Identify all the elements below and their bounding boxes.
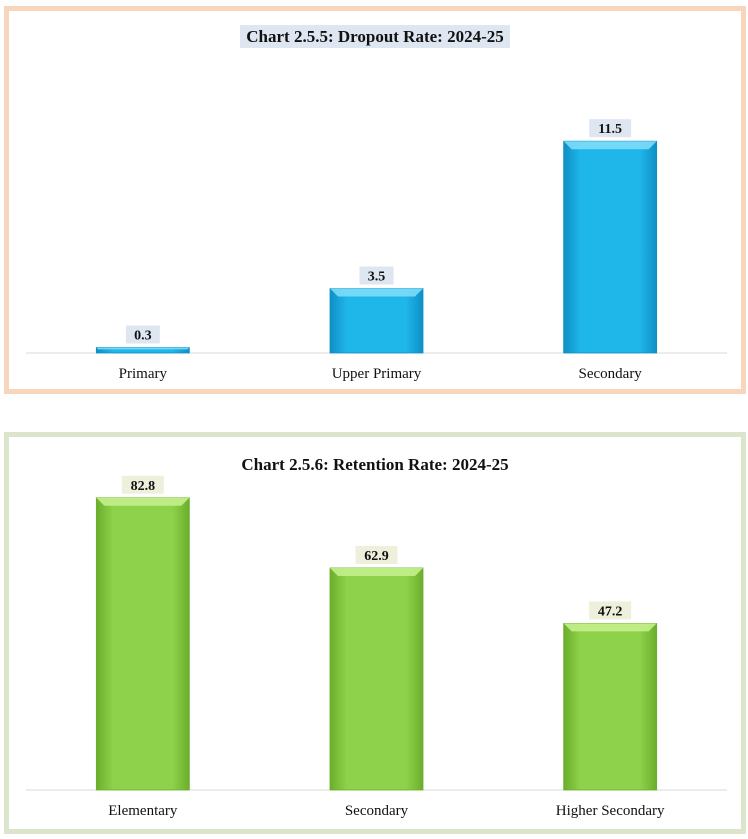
chart-title: Chart 2.5.5: Dropout Rate: 2024-25 bbox=[9, 25, 741, 48]
bar-higher-secondary bbox=[563, 623, 658, 791]
chart-title-text: Chart 2.5.5: Dropout Rate: 2024-25 bbox=[240, 25, 510, 48]
x-tick-label: Secondary bbox=[579, 366, 643, 382]
x-tick-label: Higher Secondary bbox=[556, 803, 665, 819]
x-tick-label: Elementary bbox=[108, 803, 178, 819]
data-label: 11.5 bbox=[598, 122, 622, 137]
retention-rate-chart-panel: Chart 2.5.6: Retention Rate: 2024-25 82.… bbox=[4, 432, 746, 834]
bar-secondary bbox=[563, 140, 658, 354]
data-label: 47.2 bbox=[598, 604, 623, 619]
bar-primary bbox=[95, 347, 190, 354]
bar-secondary bbox=[329, 567, 424, 791]
chart-title-text: Chart 2.5.6: Retention Rate: 2024-25 bbox=[241, 455, 509, 474]
data-label: 3.5 bbox=[368, 270, 386, 285]
data-label-bg bbox=[355, 546, 398, 564]
data-label: 82.8 bbox=[131, 479, 156, 494]
x-tick-label: Secondary bbox=[345, 803, 409, 819]
bar-elementary bbox=[95, 497, 190, 791]
data-label-bg bbox=[359, 266, 394, 285]
data-label-bg bbox=[121, 475, 164, 494]
chart-title: Chart 2.5.6: Retention Rate: 2024-25 bbox=[9, 455, 741, 475]
bar-upper-primary bbox=[329, 288, 424, 354]
dropout-rate-chart-panel: Chart 2.5.5: Dropout Rate: 2024-25 0.3 Pr… bbox=[4, 6, 746, 394]
dropout-rate-chart-svg: 0.3 Primary 3.5 Upper Primary 11.5 Secondary bbox=[26, 119, 727, 382]
data-label-bg bbox=[125, 325, 160, 344]
data-label: 0.3 bbox=[134, 328, 152, 343]
x-tick-label: Primary bbox=[119, 366, 168, 382]
data-label-bg bbox=[589, 601, 632, 620]
x-tick-label: Upper Primary bbox=[332, 366, 422, 382]
data-label-bg bbox=[589, 119, 632, 138]
retention-rate-chart-svg: 82.8 Elementary 62.9 Secondary 47.2 Higher Se… bbox=[26, 475, 727, 819]
data-label: 62.9 bbox=[364, 549, 389, 564]
